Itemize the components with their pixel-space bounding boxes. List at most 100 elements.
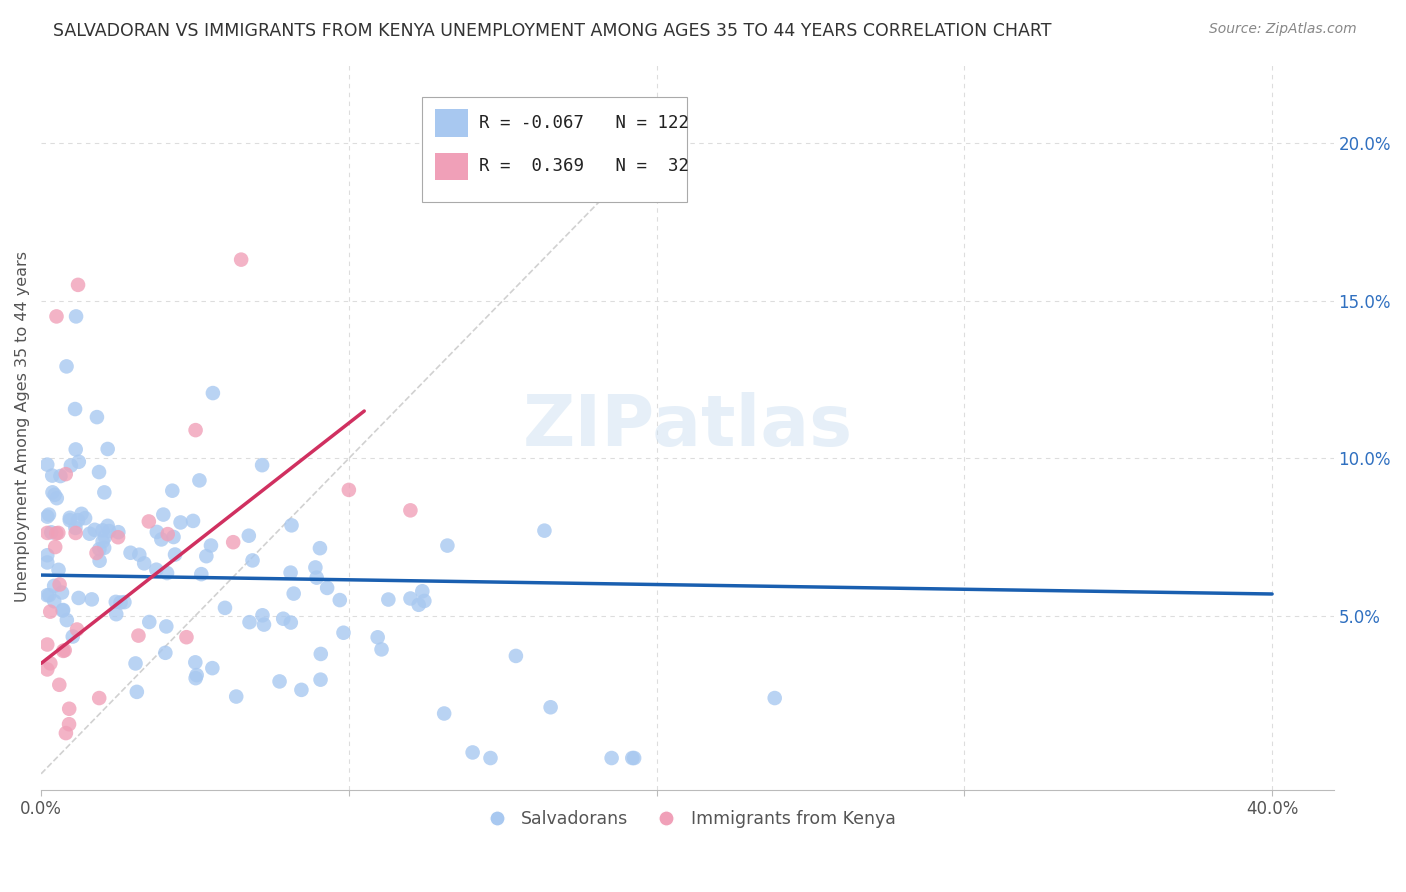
Point (225, 690, 247, 704)
Point (107, 525, 129, 540)
Point (413, 594, 436, 608)
Point (253, 617, 276, 632)
FancyBboxPatch shape (422, 96, 688, 202)
Point (146, 524, 169, 539)
Point (290, 682, 312, 697)
Point (89, 542, 111, 557)
Point (38, 508, 60, 522)
Point (59, 513, 82, 527)
Point (190, 567, 212, 582)
Point (461, 746, 484, 760)
Point (188, 474, 211, 488)
Point (67, 455, 90, 469)
Bar (436, 109, 468, 136)
Text: ZIPatlas: ZIPatlas (522, 392, 852, 461)
Point (45, 526, 67, 541)
Point (433, 706, 456, 721)
Text: SALVADORAN VS IMMIGRANTS FROM KENYA UNEMPLOYMENT AMONG AGES 35 TO 44 YEARS CORRE: SALVADORAN VS IMMIGRANTS FROM KENYA UNEM… (53, 22, 1052, 40)
Point (411, 584, 433, 599)
Point (125, 685, 148, 699)
Point (763, 691, 786, 706)
Point (238, 615, 260, 629)
Point (283, 586, 305, 600)
Point (105, 607, 128, 622)
Point (39, 657, 62, 671)
Point (316, 581, 339, 595)
Point (150, 533, 173, 547)
Point (45, 310, 67, 324)
Point (269, 674, 291, 689)
Point (98, 524, 121, 538)
Point (309, 647, 332, 661)
Point (162, 483, 184, 498)
Point (97, 518, 120, 533)
Point (65, 521, 87, 535)
Point (67, 277, 90, 292)
Point (163, 548, 186, 562)
Point (66, 513, 89, 527)
Point (370, 642, 392, 657)
Point (91, 534, 114, 549)
Point (45, 491, 67, 505)
Point (70, 507, 93, 521)
Point (89, 554, 111, 568)
Point (112, 595, 135, 609)
Point (44, 540, 66, 554)
Point (52, 603, 75, 617)
Text: R = -0.067   N = 122: R = -0.067 N = 122 (479, 114, 689, 132)
Point (52, 603, 75, 617)
Point (55, 359, 77, 374)
Point (184, 656, 207, 670)
Point (200, 539, 222, 553)
Point (332, 625, 354, 640)
Point (55, 726, 77, 740)
Point (156, 566, 179, 580)
Point (540, 700, 562, 714)
Point (86, 546, 108, 560)
Point (201, 661, 224, 675)
Point (86, 410, 108, 425)
Point (201, 386, 224, 401)
Point (152, 508, 174, 522)
Point (52, 644, 75, 658)
Point (37, 509, 59, 524)
Point (155, 646, 177, 660)
Point (271, 612, 294, 626)
Point (44, 579, 66, 593)
Point (176, 630, 198, 644)
Point (37, 525, 59, 540)
Point (97, 442, 120, 456)
Point (533, 524, 555, 538)
Point (46, 525, 69, 540)
Point (94, 530, 117, 544)
Point (48, 678, 70, 692)
Point (58, 702, 80, 716)
Point (127, 629, 149, 643)
Point (128, 548, 150, 562)
Point (305, 571, 328, 585)
Point (89, 691, 111, 706)
Point (367, 630, 389, 644)
Point (479, 751, 502, 765)
Point (37, 588, 59, 602)
Point (377, 592, 399, 607)
Point (505, 648, 527, 663)
Point (79, 526, 101, 541)
Point (49, 469, 72, 483)
Point (214, 600, 236, 615)
Point (621, 751, 644, 765)
Point (41, 485, 63, 500)
Point (55, 467, 77, 482)
Point (231, 252, 253, 267)
Point (337, 483, 360, 497)
Point (169, 516, 191, 530)
Point (623, 751, 645, 765)
Point (184, 423, 207, 437)
Point (155, 619, 177, 633)
Point (104, 595, 127, 609)
Point (91, 524, 114, 538)
Point (48, 563, 70, 577)
Point (66, 623, 89, 637)
Point (145, 563, 167, 577)
Text: Source: ZipAtlas.com: Source: ZipAtlas.com (1209, 22, 1357, 37)
